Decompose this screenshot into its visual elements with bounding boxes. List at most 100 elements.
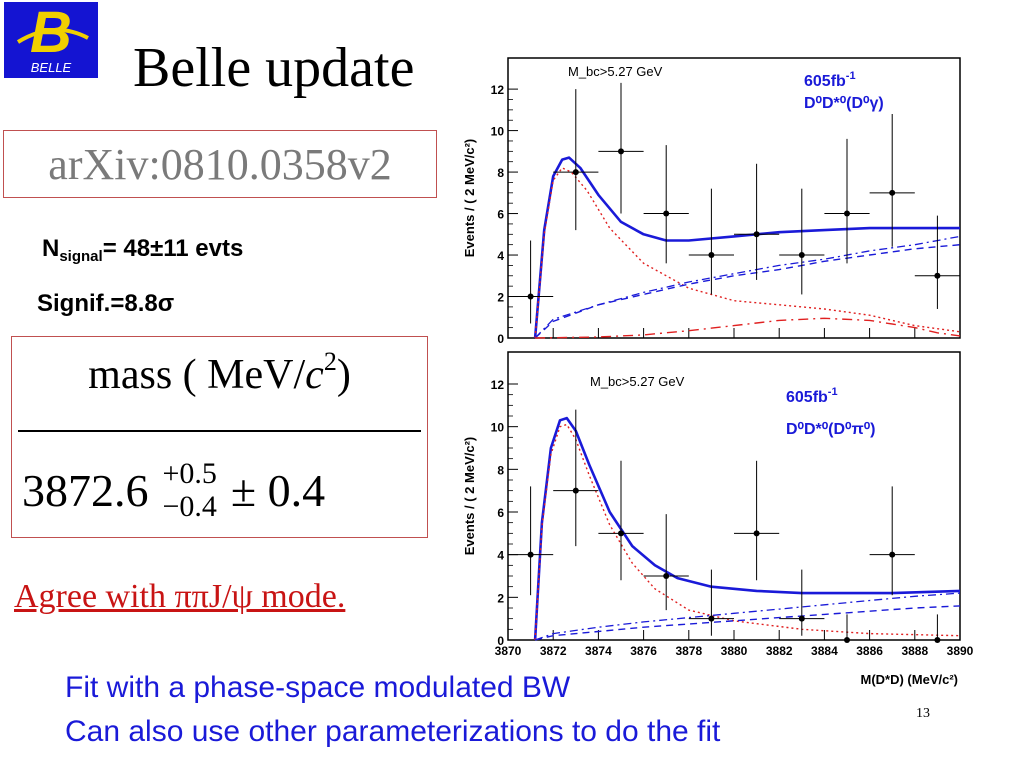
data-point (734, 163, 780, 280)
logo-text: BELLE (31, 60, 72, 75)
data-marker (663, 210, 670, 217)
data-point (508, 486, 554, 596)
logo-swoosh (16, 27, 89, 44)
mass-header-exp: 2 (323, 347, 337, 376)
xtick-label: 3882 (766, 644, 793, 658)
curve-bkg-dashed (534, 244, 961, 339)
data-point (779, 569, 825, 636)
ytick-label: 10 (491, 421, 505, 435)
xtick-label: 3872 (540, 644, 567, 658)
data-marker (663, 573, 670, 579)
data-point (869, 486, 915, 596)
plot-bottom-lumi-exp: -1 (828, 386, 838, 398)
mass-central: 3872.6 (22, 464, 149, 516)
plot-top-lumi-exp: -1 (846, 70, 856, 82)
plot-bottom-points (508, 409, 960, 643)
xtick-label: 3870 (495, 644, 522, 658)
n-signal-subscript: signal (59, 248, 103, 265)
curve-total (533, 156, 960, 339)
data-marker (753, 530, 760, 537)
mass-value: 3872.6 +0.5 −0.4 ± 0.4 (22, 445, 325, 535)
curve-signal (534, 167, 961, 339)
arxiv-box: arXiv:0810.0358v2 (3, 130, 437, 198)
mass-err-sym: ± 0.4 (230, 464, 326, 516)
ytick-label: 10 (491, 125, 505, 139)
ytick-label: 12 (491, 83, 505, 97)
ytick-label: 2 (497, 291, 504, 305)
data-marker (934, 272, 941, 279)
ytick-label: 8 (497, 166, 504, 180)
plot-top-curves (533, 156, 961, 339)
mass-header-var: c (305, 352, 324, 398)
data-marker (798, 252, 805, 259)
plot-bottom-yticks: 0 2 4 6 8 10 12 (491, 378, 518, 648)
belle-logo-icon: B BELLE (16, 0, 89, 75)
ytick-label: 0 (497, 634, 504, 648)
plot-bottom-lumi: 605fb-1 (786, 386, 838, 406)
plot-top-lumi-value: 605fb (804, 73, 846, 90)
ytick-label: 4 (497, 549, 504, 563)
data-point (553, 89, 599, 231)
ytick-label: 4 (497, 249, 504, 263)
plot-bottom-ylabel: Events / ( 2 MeV/c²) (462, 437, 477, 555)
data-marker (527, 293, 534, 300)
page-title: Belle update (133, 37, 415, 99)
data-point (598, 460, 644, 581)
plot-top-points (508, 82, 960, 324)
plot-bottom-channel: D⁰D*⁰(D⁰π⁰) (786, 421, 875, 438)
n-signal-symbol: N (42, 235, 60, 262)
mass-header: mass ( MeV/c2) (12, 347, 427, 399)
plot-bottom-mbc-cut: M_bc>5.27 GeV (590, 374, 685, 389)
data-point (734, 460, 780, 581)
data-point (914, 614, 960, 643)
plot-top-yticks: 0 2 4 6 8 10 12 (491, 83, 961, 346)
ytick-label: 8 (497, 463, 504, 477)
plot-top-lumi: 605fb-1 (804, 70, 856, 90)
mass-asym-errors: +0.5 −0.4 (163, 457, 217, 523)
plot-bottom-lumi-value: 605fb (786, 389, 828, 406)
data-point (598, 82, 644, 214)
arxiv-id: arXiv:0810.0358v2 (48, 139, 392, 189)
page-number: 13 (916, 706, 930, 721)
mass-table-rule (18, 430, 421, 432)
plot-bottom-xlabel: M(D*D) (MeV/c²) (861, 672, 959, 687)
ytick-label: 12 (491, 378, 505, 392)
curve-bkg-dashed (534, 605, 961, 641)
data-marker (844, 210, 850, 217)
data-marker (618, 530, 624, 537)
data-marker (708, 252, 715, 259)
significance: Signif.=8.8σ (37, 290, 175, 317)
data-point (824, 614, 870, 643)
data-marker (798, 615, 805, 622)
plot-bottom: M_bc>5.27 GeV 605fb-1 D⁰D*⁰(D⁰π⁰) Events… (462, 351, 974, 687)
mass-spectrum-plots: M_bc>5.27 GeV 605fb-1 D⁰D*⁰(D⁰γ) Events … (462, 57, 974, 687)
data-marker (527, 551, 534, 558)
data-marker (889, 551, 896, 558)
data-marker (572, 487, 579, 494)
data-marker (753, 231, 760, 238)
curve-bkg-dashdot (534, 592, 961, 641)
data-marker (844, 637, 850, 643)
data-point (688, 188, 734, 295)
agree-note: Agree with ππJ/ψ mode. (14, 578, 346, 615)
xtick-label: 3880 (721, 644, 748, 658)
data-point (508, 240, 554, 324)
data-point (643, 145, 689, 264)
xtick-label: 3886 (856, 644, 883, 658)
data-point (779, 188, 825, 295)
n-signal-value: = 48±11 evts (102, 235, 244, 262)
mass-err-up: +0.5 (162, 457, 217, 490)
n-signal: Nsignal= 48±11 evts (42, 235, 243, 265)
data-marker (889, 189, 896, 196)
xtick-label: 3890 (947, 644, 974, 658)
data-marker (708, 615, 715, 622)
ytick-label: 0 (497, 332, 504, 346)
ytick-label: 6 (497, 208, 504, 222)
xtick-label: 3878 (675, 644, 702, 658)
ytick-label: 2 (497, 591, 504, 605)
xtick-label: 3874 (585, 644, 612, 658)
mass-header-close: ) (336, 352, 351, 398)
data-marker (572, 169, 579, 176)
data-point (914, 215, 960, 309)
curve-signal (534, 423, 961, 641)
